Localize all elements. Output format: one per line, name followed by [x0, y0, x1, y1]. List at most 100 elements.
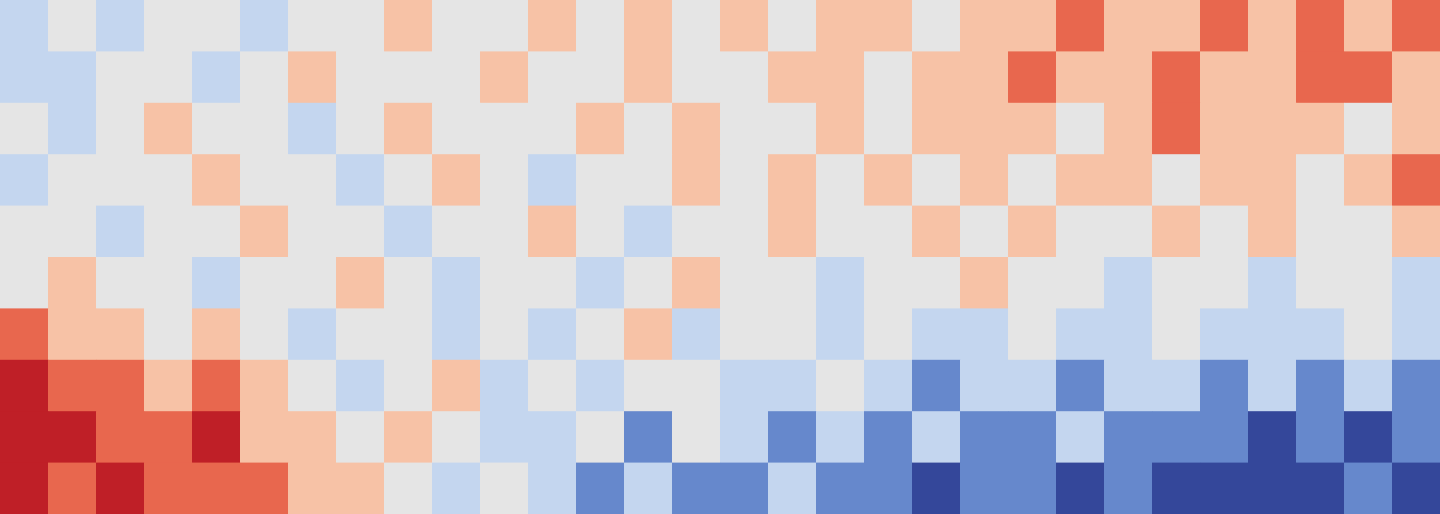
heatmap-cell	[960, 0, 1009, 52]
heatmap-cell	[1104, 103, 1153, 155]
heatmap-cell	[432, 51, 481, 103]
heatmap-cell	[1200, 103, 1249, 155]
heatmap-cell	[1248, 103, 1297, 155]
heatmap-cell	[1392, 257, 1440, 309]
heatmap-cell	[144, 0, 193, 52]
heatmap-cell	[144, 463, 193, 514]
heatmap-cell	[1344, 308, 1393, 360]
heatmap-cell	[1056, 411, 1105, 463]
heatmap-cell	[240, 154, 289, 206]
heatmap-cell	[480, 360, 529, 412]
heatmap-cell	[1200, 411, 1249, 463]
heatmap-cell	[864, 51, 913, 103]
heatmap-cell	[1392, 51, 1440, 103]
heatmap-cell	[528, 51, 577, 103]
heatmap-cell	[1008, 103, 1057, 155]
heatmap-cell	[192, 206, 241, 258]
heatmap-cell	[624, 257, 673, 309]
heatmap-cell	[672, 257, 721, 309]
heatmap-cell	[1104, 0, 1153, 52]
heatmap-cell	[1200, 308, 1249, 360]
heatmap-cell	[1392, 154, 1440, 206]
heatmap-cell	[1056, 206, 1105, 258]
heatmap-cell	[48, 0, 97, 52]
heatmap-cell	[1344, 154, 1393, 206]
heatmap-cell	[288, 103, 337, 155]
heatmap-cell	[336, 103, 385, 155]
heatmap-cell	[240, 463, 289, 514]
heatmap-cell	[672, 0, 721, 52]
heatmap-cell	[1248, 463, 1297, 514]
heatmap-cell	[960, 206, 1009, 258]
heatmap-cell	[1152, 257, 1201, 309]
heatmap-cell	[192, 257, 241, 309]
heatmap-cell	[1152, 51, 1201, 103]
heatmap-cell	[816, 0, 865, 52]
heatmap-cell	[1152, 206, 1201, 258]
heatmap-cell	[1152, 103, 1201, 155]
heatmap-cell	[528, 206, 577, 258]
heatmap-cell	[864, 257, 913, 309]
heatmap-cell	[1152, 308, 1201, 360]
heatmap-cell	[912, 463, 961, 514]
heatmap-cell	[240, 257, 289, 309]
heatmap-cell	[720, 308, 769, 360]
heatmap-cell	[96, 0, 145, 52]
heatmap-cell	[576, 411, 625, 463]
heatmap-cell	[384, 103, 433, 155]
heatmap-cell	[1392, 103, 1440, 155]
heatmap-cell	[624, 308, 673, 360]
heatmap-cell	[432, 308, 481, 360]
heatmap-cell	[672, 51, 721, 103]
heatmap-cell	[48, 308, 97, 360]
page: {"chart_data": {"type": "heatmap", "zlim…	[0, 0, 1440, 514]
heatmap-cell	[240, 206, 289, 258]
heatmap-cell	[768, 411, 817, 463]
heatmap-cell	[672, 206, 721, 258]
heatmap-cell	[96, 154, 145, 206]
heatmap-cell	[1296, 206, 1345, 258]
heatmap-cell	[480, 0, 529, 52]
heatmap-cell	[1248, 308, 1297, 360]
heatmap-cell	[48, 103, 97, 155]
heatmap-cell	[1296, 51, 1345, 103]
heatmap-cell	[1200, 463, 1249, 514]
heatmap-cell	[336, 463, 385, 514]
heatmap-cell	[768, 360, 817, 412]
heatmap-cell	[1200, 360, 1249, 412]
heatmap-cell	[768, 463, 817, 514]
heatmap-cell	[96, 51, 145, 103]
heatmap-cell	[1248, 411, 1297, 463]
heatmap-cell	[480, 411, 529, 463]
heatmap-cell	[864, 0, 913, 52]
heatmap-cell	[624, 103, 673, 155]
heatmap-cell	[288, 0, 337, 52]
heatmap-cell	[528, 463, 577, 514]
heatmap-cell	[1008, 360, 1057, 412]
heatmap-cell	[1056, 257, 1105, 309]
heatmap-cell	[192, 308, 241, 360]
heatmap-cell	[480, 308, 529, 360]
heatmap	[0, 0, 1440, 514]
heatmap-cell	[0, 0, 49, 52]
heatmap-cell	[768, 0, 817, 52]
heatmap-cell	[1104, 308, 1153, 360]
heatmap-cell	[336, 0, 385, 52]
heatmap-cell	[384, 206, 433, 258]
heatmap-cell	[0, 103, 49, 155]
heatmap-cell	[1392, 206, 1440, 258]
heatmap-cell	[672, 463, 721, 514]
heatmap-cell	[192, 463, 241, 514]
heatmap-cell	[528, 0, 577, 52]
heatmap-cell	[144, 103, 193, 155]
heatmap-cell	[1344, 206, 1393, 258]
heatmap-cell	[1008, 411, 1057, 463]
heatmap-cell	[1104, 360, 1153, 412]
heatmap-cell	[624, 51, 673, 103]
heatmap-cell	[336, 411, 385, 463]
heatmap-cell	[1248, 360, 1297, 412]
heatmap-cell	[720, 360, 769, 412]
heatmap-cell	[336, 308, 385, 360]
heatmap-cell	[1200, 206, 1249, 258]
heatmap-cell	[192, 0, 241, 52]
